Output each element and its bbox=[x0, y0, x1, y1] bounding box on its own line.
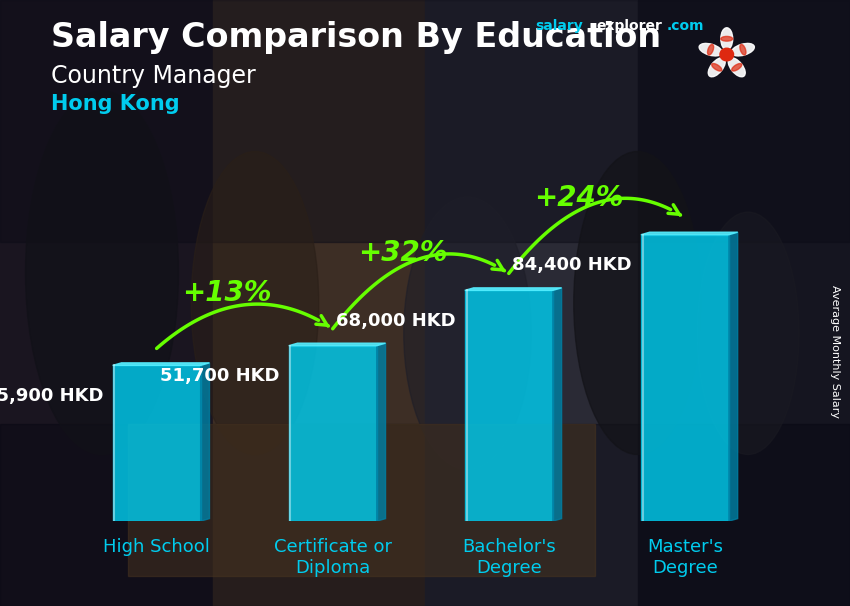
Ellipse shape bbox=[699, 44, 722, 56]
Polygon shape bbox=[289, 345, 377, 521]
Ellipse shape bbox=[574, 152, 701, 454]
Polygon shape bbox=[377, 343, 386, 521]
Text: 51,700 HKD: 51,700 HKD bbox=[161, 367, 280, 385]
Bar bbox=[0, 0, 850, 242]
Text: Average Monthly Salary: Average Monthly Salary bbox=[830, 285, 840, 418]
Text: High School: High School bbox=[103, 538, 210, 556]
Text: 45,900 HKD: 45,900 HKD bbox=[0, 387, 104, 405]
Text: +13%: +13% bbox=[182, 279, 272, 307]
Text: +32%: +32% bbox=[359, 239, 448, 267]
Text: Master's
Degree: Master's Degree bbox=[647, 538, 722, 577]
Ellipse shape bbox=[697, 212, 799, 454]
Text: 68,000 HKD: 68,000 HKD bbox=[337, 312, 456, 330]
Polygon shape bbox=[112, 363, 209, 365]
Ellipse shape bbox=[26, 91, 178, 454]
Bar bbox=[212, 0, 425, 606]
Ellipse shape bbox=[707, 44, 714, 55]
Text: explorer: explorer bbox=[597, 19, 662, 33]
Ellipse shape bbox=[732, 64, 742, 71]
Text: salary: salary bbox=[536, 19, 583, 33]
Bar bbox=[0, 0, 212, 606]
Bar bbox=[425, 0, 638, 606]
Ellipse shape bbox=[708, 58, 725, 77]
Polygon shape bbox=[552, 288, 562, 521]
Text: Bachelor's
Degree: Bachelor's Degree bbox=[462, 538, 556, 577]
Polygon shape bbox=[465, 290, 552, 521]
Ellipse shape bbox=[732, 44, 755, 56]
Text: Salary Comparison By Education: Salary Comparison By Education bbox=[51, 21, 661, 54]
Ellipse shape bbox=[404, 197, 531, 470]
Text: Country Manager: Country Manager bbox=[51, 64, 256, 88]
Bar bbox=[0, 424, 850, 606]
Bar bbox=[638, 0, 850, 606]
Bar bbox=[128, 424, 595, 576]
Polygon shape bbox=[641, 232, 738, 235]
Polygon shape bbox=[112, 365, 201, 521]
Text: .com: .com bbox=[666, 19, 704, 33]
Ellipse shape bbox=[740, 44, 746, 55]
Polygon shape bbox=[201, 363, 209, 521]
Polygon shape bbox=[289, 343, 386, 345]
Ellipse shape bbox=[721, 28, 733, 50]
Ellipse shape bbox=[711, 64, 722, 71]
Ellipse shape bbox=[191, 152, 319, 454]
Text: Hong Kong: Hong Kong bbox=[51, 94, 179, 114]
Ellipse shape bbox=[728, 58, 745, 77]
Text: +24%: +24% bbox=[535, 184, 624, 211]
Text: 84,400 HKD: 84,400 HKD bbox=[513, 256, 632, 275]
Polygon shape bbox=[465, 288, 562, 290]
Text: Certificate or
Diploma: Certificate or Diploma bbox=[274, 538, 392, 577]
Polygon shape bbox=[641, 235, 728, 521]
Ellipse shape bbox=[721, 36, 733, 41]
Polygon shape bbox=[728, 232, 738, 521]
Circle shape bbox=[720, 48, 734, 61]
